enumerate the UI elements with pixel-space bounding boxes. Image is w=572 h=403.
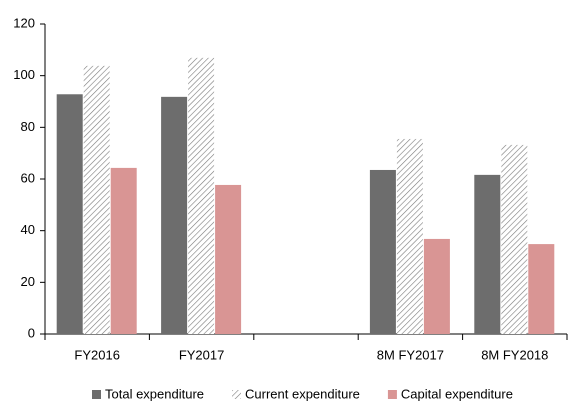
legend-label: Total expenditure [105, 386, 204, 401]
y-tick-label: 120 [13, 15, 35, 30]
x-tick-label: FY2016 [74, 347, 120, 362]
y-tick-label: 100 [13, 67, 35, 82]
bar [188, 57, 215, 334]
bar [215, 184, 242, 334]
bar [423, 238, 450, 334]
y-tick-label: 40 [21, 222, 35, 237]
y-tick-label: 60 [21, 170, 35, 185]
bar [474, 174, 501, 334]
x-tick-label: FY2017 [179, 347, 225, 362]
bar [161, 96, 188, 334]
legend-swatch [387, 390, 397, 399]
bar [83, 65, 110, 334]
x-tick-label: 8M FY2018 [481, 347, 548, 362]
bar [110, 167, 137, 334]
legend-swatch [232, 390, 242, 399]
bar [528, 244, 555, 334]
legend-label: Capital expenditure [401, 386, 513, 401]
y-tick-label: 0 [28, 325, 35, 340]
legend-label: Current expenditure [245, 386, 360, 401]
y-tick-label: 80 [21, 119, 35, 134]
bar [501, 144, 528, 334]
bar [56, 94, 83, 335]
bar [396, 138, 423, 334]
bar [369, 169, 396, 334]
legend-swatch [92, 390, 101, 399]
x-tick-label: 8M FY2017 [377, 347, 444, 362]
y-tick-label: 20 [21, 274, 35, 289]
